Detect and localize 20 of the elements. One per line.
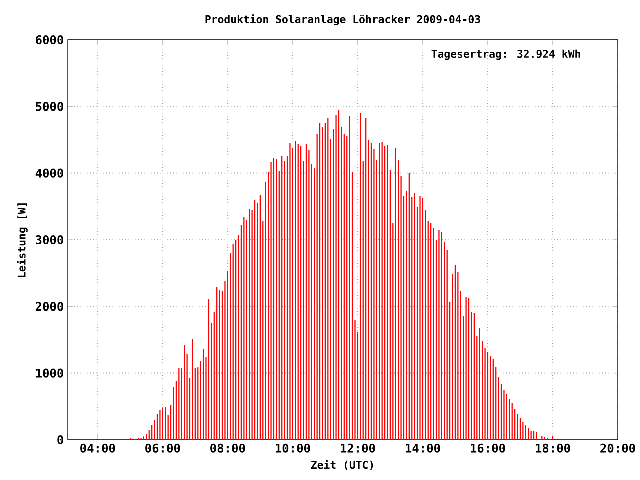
annotation: Tagesertrag: 32.924 kWh: [432, 50, 580, 60]
x-tick-label: 12:00: [341, 444, 376, 453]
x-tick-label: 06:00: [146, 444, 180, 453]
x-tick-label: 14:00: [406, 444, 440, 453]
y-tick-label: 5000: [36, 102, 64, 112]
y-tick-label: 6000: [36, 35, 64, 45]
x-tick-label: 08:00: [210, 444, 246, 453]
chart-title: Produktion Solaranlage Löhracker 2009-04-03: [206, 14, 480, 26]
y-tick-label: 0: [58, 435, 64, 445]
y-tick-label: 1000: [36, 368, 64, 378]
x-tick-label: 18:00: [536, 444, 570, 453]
x-axis-title: Zeit (UTC): [312, 460, 374, 470]
y-tick-label: 3000: [36, 235, 64, 245]
y-tick-label: 2000: [36, 302, 64, 312]
y-tick-label: 4000: [36, 168, 64, 178]
x-tick-label: 04:00: [80, 444, 116, 453]
x-tick-label: 16:00: [471, 444, 506, 453]
x-tick-label: 20:00: [600, 444, 636, 453]
x-tick-label: 10:00: [276, 444, 310, 453]
y-axis-title: Leistung [W]: [17, 204, 28, 278]
